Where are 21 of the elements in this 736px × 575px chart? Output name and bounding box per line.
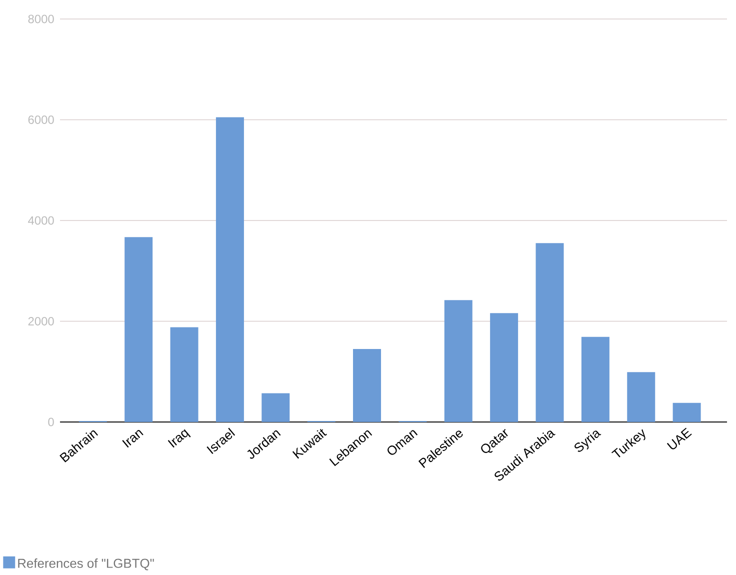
bar	[124, 237, 153, 422]
bar	[490, 313, 518, 422]
legend-label: References of "LGBTQ"	[18, 558, 154, 570]
y-tick-label: 2000	[28, 317, 54, 326]
y-tick-label: 8000	[28, 14, 54, 24]
y-tick-label: 0	[48, 418, 54, 426]
y-tick-label: 6000	[28, 116, 54, 124]
x-tick-label: UAE	[666, 428, 692, 450]
x-tick-label: Syria	[574, 430, 602, 452]
bar	[170, 327, 198, 422]
bar	[216, 117, 244, 422]
bar	[627, 372, 656, 422]
x-tick-label: Iraq	[168, 429, 191, 448]
bar	[444, 300, 472, 422]
bar	[536, 243, 564, 422]
bar	[672, 402, 701, 422]
bar	[262, 393, 290, 422]
bar	[353, 348, 382, 422]
y-tick-label: 4000	[28, 216, 54, 225]
x-tick-label: Iran	[122, 430, 144, 448]
bar	[581, 336, 610, 422]
